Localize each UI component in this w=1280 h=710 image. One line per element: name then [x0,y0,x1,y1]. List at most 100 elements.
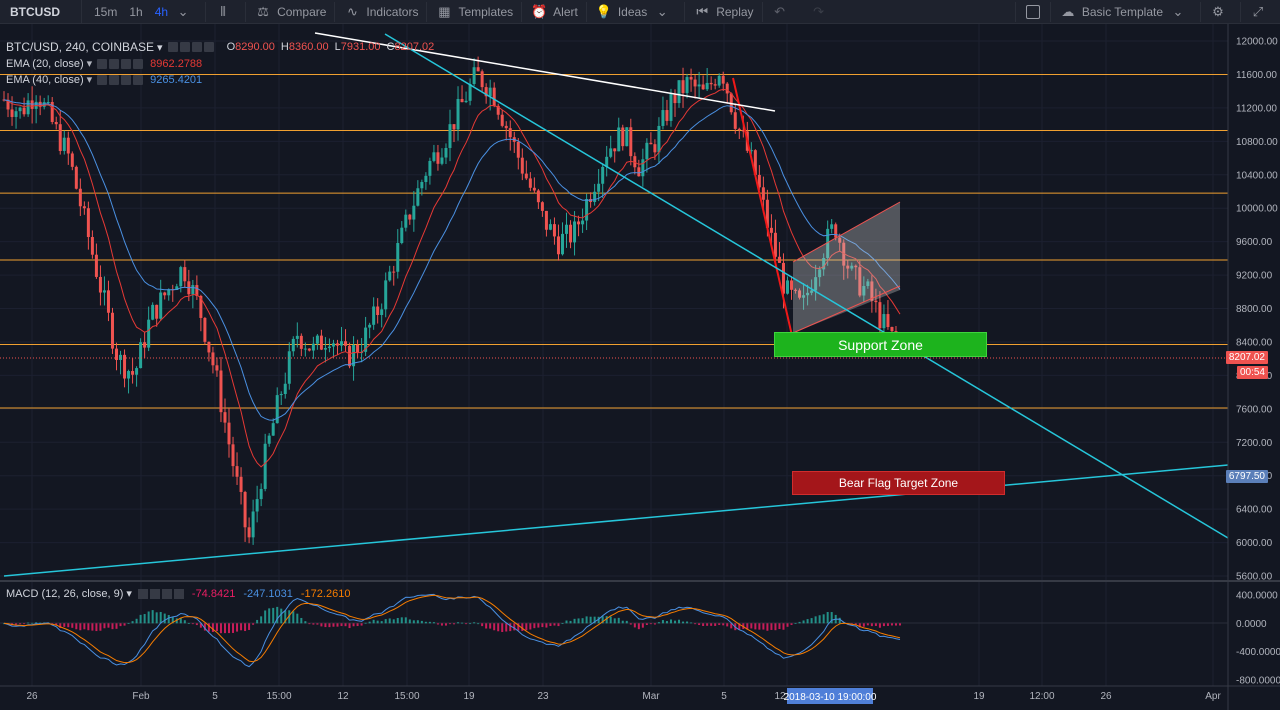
price-chart[interactable]: 12000.00 11600.00 11200.00 10800.00 10400.00… [0,24,1280,710]
candle-body [444,147,448,158]
undo-button[interactable]: ↶ [763,0,802,24]
candle-body [761,187,765,200]
settings-button[interactable]: ⚙ [1201,0,1240,24]
ascending-trendline[interactable] [3,464,1229,577]
macd-histogram-bar [722,623,725,626]
candle-body [14,111,18,117]
bear-flag-target-zone[interactable]: Bear Flag Target Zone [792,471,1005,495]
white-resistance-line[interactable] [314,32,776,112]
chevron-down-icon[interactable]: ⌄ [177,3,189,19]
candle-body [737,128,741,130]
macd-histogram-bar [730,623,733,629]
price-tick-label: 7200.00 [1236,438,1273,449]
macd-histogram-bar [207,623,210,632]
time-axis[interactable]: 26Feb515:001215:001923Mar512:001912:0026… [26,691,1221,702]
ema40-buttons[interactable] [97,74,145,85]
template-menu[interactable]: ☁ Basic Template ⌄ [1051,0,1200,24]
macd-histogram-bar [669,619,672,624]
macd-histogram-bar [613,618,616,624]
templates-button[interactable]: ▦ Templates [427,0,521,24]
candle-body [211,352,215,366]
macd-histogram-bar [179,617,182,624]
macd-histogram-bar [890,623,893,626]
interval-4h[interactable]: 4h [154,4,169,19]
symbol-title[interactable]: BTC/USD, 240, COINBASE [6,40,155,54]
macd-histogram-bar [854,623,857,625]
macd-histogram-bar [155,612,158,624]
macd-histogram-bar [376,620,379,624]
price-tick-label: 10000.00 [1236,204,1278,215]
candle-body [299,335,303,349]
macd-histogram-bar [228,623,231,634]
compare-button[interactable]: ⚖ Compare [246,0,334,24]
candle-body [283,383,287,395]
fullscreen-toggle[interactable] [1025,5,1040,19]
macd-histogram-bar [585,616,588,624]
ideas-button[interactable]: 💡 Ideas ⌄ [587,0,684,24]
macd-histogram-bar [412,620,415,624]
macd-histogram-bar [802,620,805,624]
macd-histogram-bar [340,623,343,627]
macd-histogram-bar [505,623,508,632]
alert-button[interactable]: ⏰ Alert [522,0,586,24]
candle-body [30,100,34,109]
ema40-label[interactable]: EMA (40, close) [6,73,84,86]
bear-flag-channel[interactable] [793,202,900,333]
macd-histogram-bar [633,623,636,628]
candle-body [243,491,247,528]
macd-histogram-bar [629,623,632,625]
flag-pole-line[interactable] [732,77,794,341]
macd-histogram-bar [167,615,170,624]
chevron-down-icon[interactable]: ▾ [157,41,163,54]
candle-body [335,343,339,346]
candle-body [327,346,331,349]
macd-tick-label: -800.0000 [1236,676,1280,687]
replay-button[interactable]: ⏮ Replay [685,0,761,24]
symbol-search[interactable]: BTCUSD [0,0,82,24]
macd-histogram-bar [63,623,66,627]
macd-buttons[interactable] [137,588,186,599]
macd-histogram-bar [473,622,476,624]
low-key: L [334,41,341,53]
chart-type-button[interactable]: ⫴ [206,0,245,24]
ema20-label[interactable]: EMA (20, close) [6,57,84,70]
indicators-button[interactable]: ∿ Indicators [335,0,426,24]
legend-buttons[interactable] [167,42,216,52]
interval-15m[interactable]: 15m [94,4,118,19]
flag-upper-line[interactable] [792,201,901,263]
macd-histogram-bar [15,623,18,625]
high-value: 8360.00 [288,41,329,53]
candle-body [753,150,757,175]
macd-histogram-bar [203,623,206,631]
chevron-down-icon[interactable]: ▾ [86,58,93,70]
expand-button[interactable]: ⤢ [1241,0,1280,24]
chevron-down-icon[interactable]: ▾ [126,588,132,600]
candle-body [62,137,66,151]
descending-trendline[interactable] [384,33,1229,539]
redo-icon: ↷ [813,3,825,19]
candle-body [556,236,560,255]
candle-body [110,312,114,349]
interval-1h[interactable]: 1h [129,4,143,19]
ema20-buttons[interactable] [97,58,145,69]
macd-histogram-bar [858,623,861,628]
indicators-icon: ∿ [346,3,358,19]
support-zone[interactable]: Support Zone [774,332,987,357]
macd-histogram-bar [344,623,347,627]
macd-histogram-bar [372,619,375,624]
time-tick-label: Mar [642,691,660,702]
ema20-value: 8962.2788 [150,57,203,70]
macd-histogram-bar [195,623,198,626]
redo-button[interactable]: ↷ [802,0,841,24]
macd-histogram-bar [513,623,516,631]
divider [521,1,523,22]
macd-signal-value: -172.2610 [300,587,351,600]
candle-body [524,173,528,179]
macd-label[interactable]: MACD (12, 26, close, 9) [6,587,124,600]
price-axis[interactable]: 12000.00 11600.00 11200.00 10800.00 10400.00… [1236,37,1278,583]
alert-icon: ⏰ [531,3,548,19]
chevron-down-icon[interactable]: ▾ [86,74,93,86]
macd-histogram-bar [661,620,664,624]
candle-body [468,83,472,101]
candle-body [681,80,685,94]
